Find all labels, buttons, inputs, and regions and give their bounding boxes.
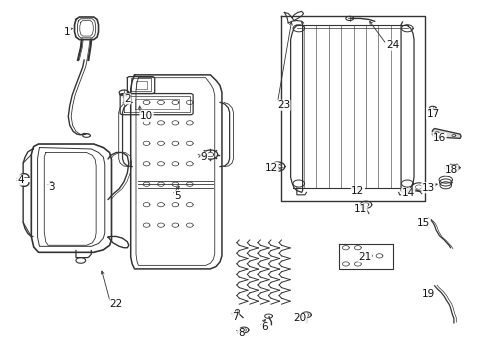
Text: 11: 11 — [354, 204, 367, 214]
Text: 12: 12 — [351, 186, 365, 196]
Text: 10: 10 — [140, 112, 153, 121]
Text: 19: 19 — [422, 289, 435, 298]
Text: 2: 2 — [124, 94, 131, 104]
Text: 13: 13 — [422, 183, 435, 193]
Text: 23: 23 — [277, 100, 290, 110]
Text: 22: 22 — [110, 299, 123, 309]
Text: 3: 3 — [49, 182, 55, 192]
Text: 7: 7 — [232, 312, 239, 322]
Text: 20: 20 — [294, 313, 307, 323]
Text: 12: 12 — [265, 163, 278, 173]
Text: 8: 8 — [238, 328, 245, 338]
Polygon shape — [432, 129, 461, 138]
Text: 5: 5 — [174, 191, 181, 201]
Text: 21: 21 — [358, 252, 372, 262]
Text: 9: 9 — [201, 152, 207, 162]
Text: 18: 18 — [445, 165, 458, 175]
Text: 6: 6 — [261, 323, 268, 333]
Text: 1: 1 — [64, 27, 71, 37]
Text: 16: 16 — [433, 133, 446, 143]
Text: 4: 4 — [17, 175, 24, 185]
Text: 17: 17 — [427, 109, 440, 119]
Text: 14: 14 — [402, 188, 415, 198]
Text: 15: 15 — [417, 218, 430, 228]
Text: 24: 24 — [386, 40, 399, 50]
